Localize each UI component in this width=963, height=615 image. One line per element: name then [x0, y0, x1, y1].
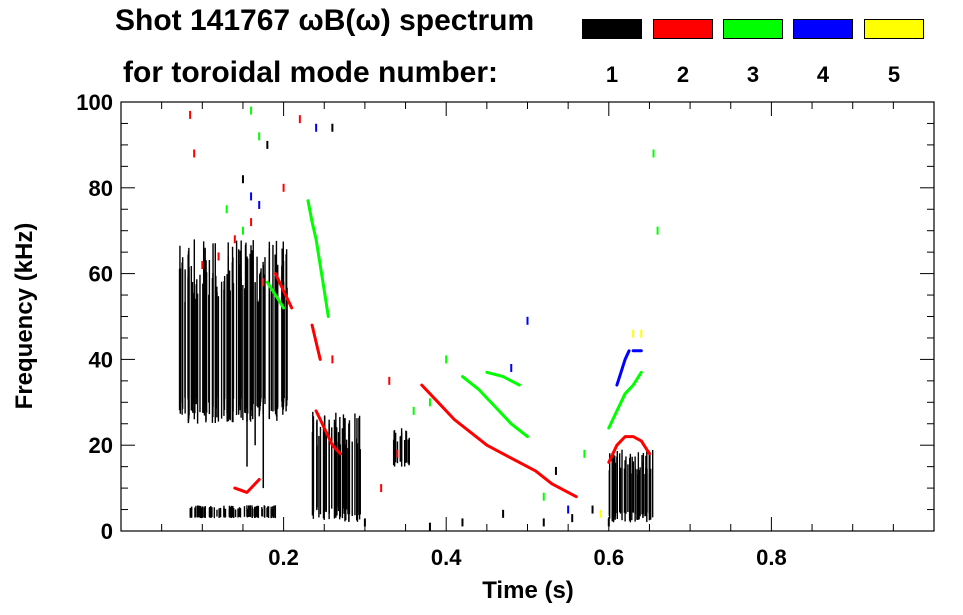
y-tick-label: 100 — [76, 90, 113, 115]
data-point — [510, 363, 513, 372]
x-tick-label: 0.6 — [594, 545, 625, 570]
data-point — [258, 132, 261, 141]
data-point — [250, 192, 253, 201]
data-layer — [178, 106, 659, 531]
data-point — [656, 226, 659, 235]
mode-track — [461, 375, 529, 439]
data-point — [331, 355, 334, 364]
y-tick-label: 20 — [89, 433, 113, 458]
series-n=4 — [250, 123, 643, 514]
data-point — [298, 115, 301, 124]
mode-track — [306, 199, 330, 318]
data-point — [388, 376, 391, 385]
data-point — [542, 492, 545, 501]
y-tick-label: 0 — [101, 519, 113, 544]
mode-track — [310, 323, 322, 361]
region-n=1-0 — [178, 239, 288, 424]
data-point — [412, 406, 415, 415]
region-n=1-4 — [608, 449, 654, 523]
x-tick-label: 0.2 — [268, 545, 299, 570]
mode-track — [607, 370, 643, 430]
y-tick-label: 80 — [89, 176, 113, 201]
legend-label-2: 2 — [676, 62, 690, 87]
data-point — [250, 106, 253, 115]
data-point — [189, 110, 192, 119]
data-point — [380, 484, 383, 493]
data-point — [652, 149, 655, 158]
mode-track — [485, 370, 521, 387]
axes-layer: 0.2 0.4 0.6 0.8 0 20 40 60 80 100 — [76, 90, 935, 570]
legend-swatch-4 — [793, 19, 853, 39]
data-point — [542, 518, 545, 527]
legend-label-4: 4 — [816, 62, 830, 87]
data-point — [567, 505, 570, 514]
y-tick-label: 40 — [89, 347, 113, 372]
y-tick-label: 60 — [89, 262, 113, 287]
data-point — [262, 278, 265, 287]
mode-track — [265, 280, 286, 310]
data-point — [599, 509, 602, 518]
data-point — [502, 509, 505, 518]
data-point — [241, 175, 244, 184]
chart-subtitle: for toroidal mode number: — [123, 56, 498, 89]
x-tick-label: 0.4 — [431, 545, 462, 570]
series-n=1 — [178, 123, 654, 531]
legend-swatch-1 — [582, 19, 642, 39]
data-point — [241, 226, 244, 235]
mode-track — [420, 383, 578, 499]
legend-label-1: 1 — [605, 62, 619, 87]
region-n=1-3 — [392, 428, 410, 467]
data-point — [331, 123, 334, 132]
data-point — [282, 183, 285, 192]
data-point — [258, 200, 261, 209]
data-point — [632, 329, 635, 338]
data-point — [554, 466, 557, 475]
chart-title: Shot 141767 ωB(ω) spectrum — [115, 4, 535, 37]
mode-track — [615, 349, 631, 387]
mode-track — [314, 409, 342, 456]
data-point — [396, 449, 399, 458]
data-point — [363, 518, 366, 527]
data-point — [201, 261, 204, 270]
data-point — [428, 398, 431, 407]
mode-track — [233, 478, 261, 494]
data-point — [315, 123, 318, 132]
series-n=5 — [599, 329, 643, 518]
legend-label-5: 5 — [887, 62, 901, 87]
data-point — [583, 449, 586, 458]
data-point — [640, 329, 643, 338]
data-point — [461, 518, 464, 527]
region-n=1-2 — [311, 411, 361, 523]
data-point — [233, 235, 236, 244]
legend-swatch-2 — [653, 19, 713, 39]
series-n=2 — [189, 110, 651, 499]
data-point — [266, 140, 269, 149]
data-point — [225, 205, 228, 214]
data-point — [193, 149, 196, 158]
data-point — [445, 355, 448, 364]
y-axis-label: Frequency (kHz) — [11, 223, 38, 410]
data-point — [526, 316, 529, 325]
data-point — [428, 522, 431, 531]
data-point — [571, 514, 574, 523]
data-point — [217, 252, 220, 261]
legend-swatch-5 — [864, 19, 924, 39]
legend-swatch-3 — [723, 19, 783, 39]
data-point — [591, 505, 594, 514]
x-axis-label: Time (s) — [482, 577, 574, 604]
series-n=3 — [225, 106, 659, 501]
legend-label-3: 3 — [746, 62, 760, 87]
mode-track — [607, 435, 651, 464]
mode-track — [274, 272, 294, 310]
x-tick-label: 0.8 — [756, 545, 787, 570]
region-n=1-1 — [189, 505, 277, 519]
data-point — [250, 218, 253, 227]
